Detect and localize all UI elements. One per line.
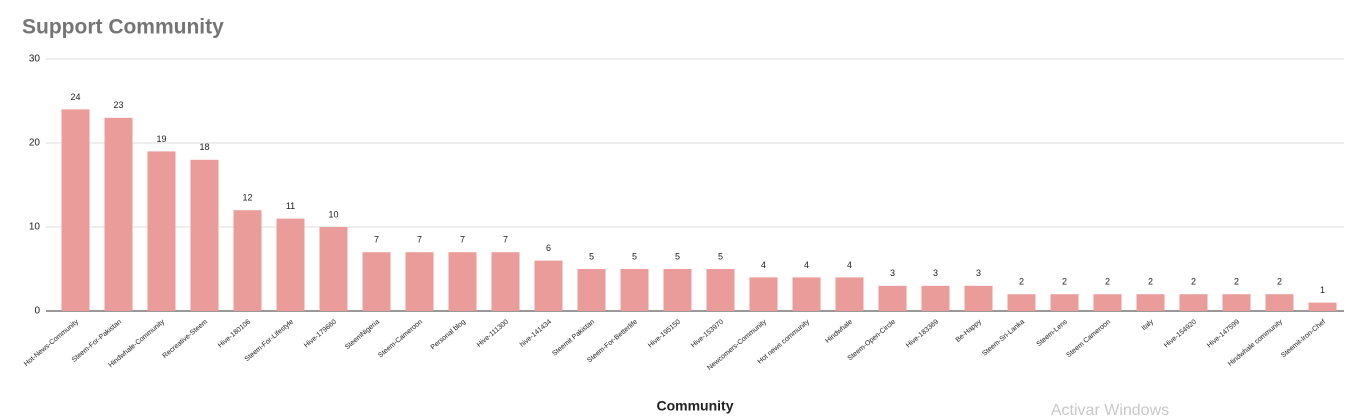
bar: [749, 277, 778, 311]
y-tick-label: 0: [34, 306, 40, 317]
bar: [276, 218, 305, 311]
bar: [921, 285, 950, 311]
bar: [1136, 294, 1165, 311]
bar: [835, 277, 864, 311]
data-label: 4: [847, 260, 852, 270]
data-label: 5: [675, 251, 680, 261]
bar: [190, 159, 219, 311]
bar: [491, 252, 520, 311]
bar: [319, 227, 348, 311]
bar: [577, 269, 606, 311]
bar: [61, 109, 90, 312]
bar: [1050, 294, 1079, 311]
bar: [147, 151, 176, 311]
bar: [104, 117, 133, 311]
data-label: 2: [1148, 277, 1153, 287]
data-label: 18: [199, 142, 209, 152]
x-axis-title: Community: [657, 398, 734, 414]
data-label: 19: [156, 134, 166, 144]
data-label: 10: [328, 209, 338, 219]
data-label: 3: [890, 268, 895, 278]
data-label: 4: [761, 260, 766, 270]
bar: [448, 252, 477, 311]
data-label: 12: [242, 193, 252, 203]
y-tick-label: 10: [29, 222, 41, 233]
bar: [1308, 302, 1337, 311]
data-label: 6: [546, 243, 551, 253]
bar: [362, 252, 391, 311]
chart-title: Support Community: [22, 16, 224, 39]
data-label: 7: [417, 235, 422, 245]
y-tick-label: 20: [29, 138, 41, 149]
data-label: 2: [1191, 277, 1196, 287]
data-label: 11: [286, 201, 295, 211]
data-label: 2: [1019, 277, 1024, 287]
data-label: 5: [718, 251, 723, 261]
bar: [964, 285, 993, 311]
y-tick-label: 30: [29, 54, 41, 65]
bar: [663, 269, 692, 311]
data-label: 2: [1277, 277, 1282, 287]
bar: [233, 210, 262, 311]
bar: [405, 252, 434, 311]
bar: [706, 269, 735, 311]
data-label: 7: [374, 235, 379, 245]
data-label: 3: [933, 268, 938, 278]
bar: [1179, 294, 1208, 311]
data-label: 23: [113, 100, 123, 110]
bar: [1093, 294, 1122, 311]
data-label: 2: [1234, 277, 1239, 287]
data-label: 24: [70, 92, 80, 102]
data-label: 5: [632, 251, 637, 261]
bar: [792, 277, 821, 311]
bar: [1007, 294, 1036, 311]
data-label: 7: [460, 235, 465, 245]
bar: [534, 260, 563, 311]
bar: [1222, 294, 1251, 311]
data-label: 3: [976, 268, 981, 278]
watermark: Activar Windows: [1051, 402, 1169, 418]
bar: [878, 285, 907, 311]
data-label: 1: [1320, 285, 1325, 295]
bar: [1265, 294, 1294, 311]
data-label: 5: [589, 251, 594, 261]
data-label: 2: [1062, 277, 1067, 287]
data-label: 7: [503, 235, 508, 245]
data-label: 2: [1105, 277, 1110, 287]
bar: [620, 269, 649, 311]
data-label: 4: [804, 260, 809, 270]
